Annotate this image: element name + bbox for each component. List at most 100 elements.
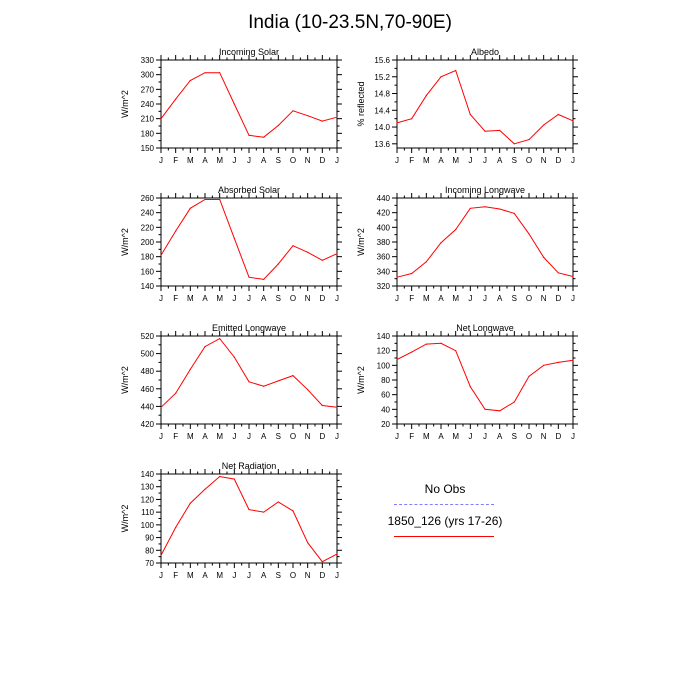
incoming-solar-xtick-label: O [290, 156, 296, 165]
incoming-longwave-ylabel: W/m^2 [356, 228, 366, 256]
net-radiation-data-point [277, 501, 279, 503]
incoming-solar-xtick-label: J [159, 156, 163, 165]
net-longwave-xtick-label: J [468, 432, 472, 441]
net-longwave-xtick-label: J [483, 432, 487, 441]
net-longwave-ytick-label: 140 [377, 332, 391, 341]
incoming-solar-ytick-label: 150 [141, 144, 155, 153]
incoming-solar-xtick-label: A [202, 156, 208, 165]
net-radiation-data-point [248, 509, 250, 511]
incoming-solar-xtick-label: F [173, 156, 178, 165]
incoming-longwave-xtick-label: J [483, 294, 487, 303]
net-longwave-xtick-label: F [409, 432, 414, 441]
emitted-longwave-title: Emitted Longwave [212, 323, 286, 333]
net-radiation-xtick-label: J [335, 571, 339, 580]
albedo-ytick-label: 14.0 [374, 123, 390, 132]
absorbed-solar-data-point [263, 278, 265, 280]
absorbed-solar-xtick-label: N [305, 294, 311, 303]
net-radiation-ytick-label: 70 [145, 559, 154, 568]
emitted-longwave-xtick-label: M [216, 432, 223, 441]
net-radiation-xtick-label: D [319, 571, 325, 580]
legend: No Obs 1850_126 (yrs 17-26) [380, 478, 510, 548]
incoming-longwave-title: Incoming Longwave [445, 185, 525, 195]
net-radiation-data-point [219, 475, 221, 478]
emitted-longwave-xtick-label: A [202, 432, 208, 441]
net-radiation-data-point [292, 510, 294, 512]
net-longwave-data-point [513, 401, 515, 403]
albedo-ylabel: % reflected [356, 81, 366, 126]
net-radiation-ytick-label: 110 [141, 508, 154, 517]
net-radiation-xtick-label: J [159, 571, 163, 580]
net-radiation-data-point [307, 542, 309, 544]
net-radiation-ytick-label: 140 [141, 470, 155, 479]
absorbed-solar-data-point [336, 253, 338, 255]
net-longwave-xtick-label: J [571, 432, 575, 441]
emitted-longwave-xtick-label: J [159, 432, 163, 441]
albedo-ytick-label: 13.6 [374, 140, 390, 149]
emitted-longwave-ytick-label: 520 [141, 332, 155, 341]
incoming-solar-data-point [248, 134, 250, 136]
emitted-longwave-data-point [336, 406, 338, 408]
incoming-solar-data-point [160, 118, 162, 120]
albedo-data-point [411, 118, 413, 120]
absorbed-solar-xtick-label: M [216, 294, 223, 303]
emitted-longwave-data-point [204, 346, 206, 348]
emitted-longwave-xtick-label: J [247, 432, 251, 441]
net-longwave-ylabel: W/m^2 [356, 366, 366, 394]
incoming-longwave-xtick-label: J [571, 294, 575, 303]
albedo-xtick-label: A [438, 156, 444, 165]
net-longwave-xtick-label: D [555, 432, 561, 441]
emitted-longwave-xtick-label: N [305, 432, 311, 441]
emitted-longwave-xtick-label: D [319, 432, 325, 441]
net-longwave-data-point [557, 361, 559, 363]
absorbed-solar-data-point [204, 198, 206, 201]
net-radiation-xtick-label: J [232, 571, 236, 580]
incoming-solar-ytick-label: 330 [141, 56, 155, 65]
incoming-longwave-data-point [572, 275, 574, 278]
net-longwave-xtick-label: N [541, 432, 547, 441]
net-radiation-ytick-label: 120 [141, 495, 155, 504]
emitted-longwave-xtick-label: A [261, 432, 267, 441]
incoming-solar-data-point [204, 72, 206, 74]
net-longwave-ytick-label: 20 [381, 420, 390, 429]
net-longwave-xtick-label: S [512, 432, 517, 441]
incoming-solar-xtick-label: A [261, 156, 267, 165]
absorbed-solar-title: Absorbed Solar [218, 185, 280, 195]
incoming-longwave-ytick-label: 420 [377, 209, 391, 218]
incoming-longwave-xtick-label: D [555, 294, 561, 303]
incoming-longwave-ytick-label: 320 [377, 282, 391, 291]
emitted-longwave-data-point [277, 380, 279, 382]
albedo-data-point [469, 113, 471, 116]
albedo-data-point [543, 124, 545, 126]
incoming-longwave-data-point [499, 208, 501, 210]
incoming-longwave-xtick-label: A [497, 294, 503, 303]
incoming-longwave-data-point [484, 206, 486, 208]
albedo-data-point [396, 122, 398, 124]
albedo-xtick-label: M [423, 156, 430, 165]
incoming-longwave-xtick-label: J [468, 294, 472, 303]
incoming-solar-data-point [307, 115, 309, 117]
incoming-solar-data-point [219, 72, 221, 74]
incoming-solar-data-point [292, 110, 294, 112]
net-longwave-data-point [572, 359, 574, 361]
incoming-longwave-data-point [396, 276, 398, 278]
net-longwave-ytick-label: 120 [377, 347, 391, 356]
incoming-solar-ytick-label: 300 [141, 71, 155, 80]
incoming-solar-data-point [263, 136, 265, 138]
net-radiation-xtick-label: J [247, 571, 251, 580]
incoming-longwave-data-point [513, 212, 515, 214]
incoming-longwave-ytick-label: 380 [377, 238, 391, 247]
absorbed-solar-xtick-label: O [290, 294, 296, 303]
net-radiation-series-line-0 [160, 475, 338, 563]
incoming-solar-ytick-label: 210 [141, 115, 155, 124]
albedo-xtick-label: J [468, 156, 472, 165]
incoming-longwave-xtick-label: M [423, 294, 430, 303]
absorbed-solar-data-point [277, 263, 279, 265]
incoming-longwave-ytick-label: 400 [377, 223, 391, 232]
incoming-longwave-data-point [557, 272, 559, 274]
absorbed-solar-data-point [248, 276, 250, 278]
emitted-longwave-xtick-label: J [232, 432, 236, 441]
